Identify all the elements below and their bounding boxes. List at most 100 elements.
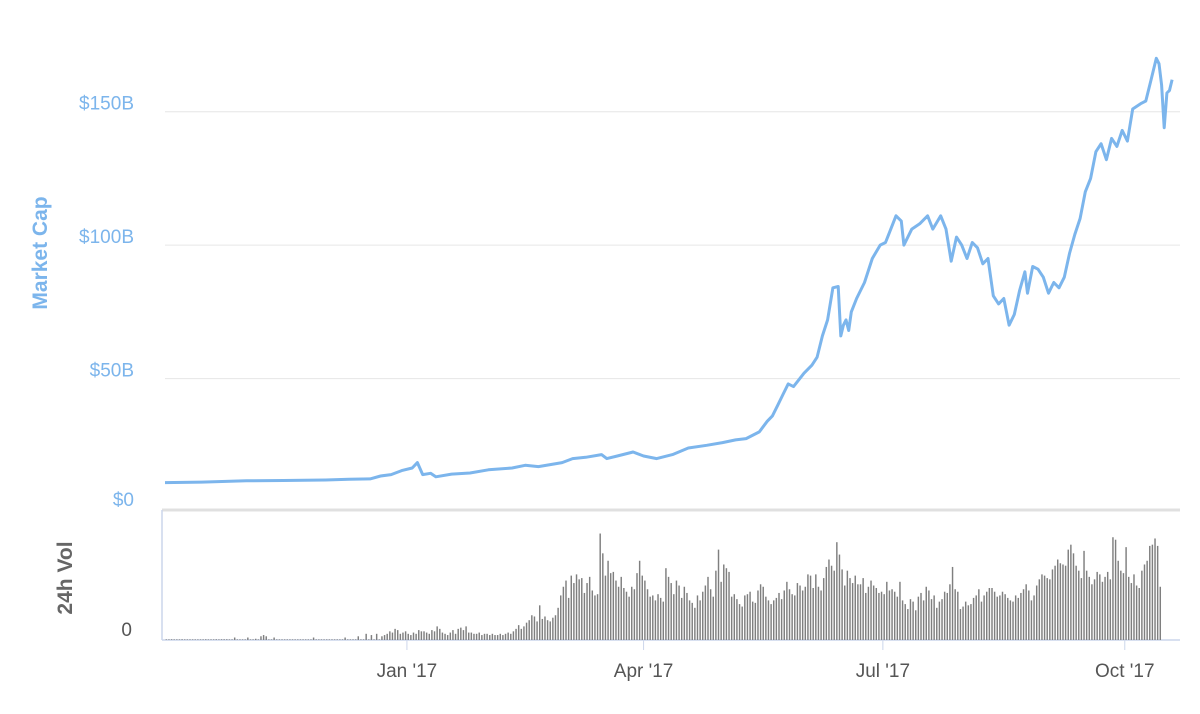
volume-bar[interactable] — [478, 632, 480, 640]
volume-bar[interactable] — [1041, 574, 1043, 640]
volume-bar[interactable] — [1138, 588, 1140, 640]
volume-bar[interactable] — [262, 635, 265, 640]
volume-bar[interactable] — [365, 633, 367, 640]
volume-bar[interactable] — [297, 639, 299, 640]
volume-bar[interactable] — [957, 591, 959, 640]
volume-bar[interactable] — [588, 576, 591, 640]
volume-bar[interactable] — [609, 573, 612, 640]
volume-bar[interactable] — [444, 633, 446, 640]
volume-bar[interactable] — [912, 601, 914, 640]
volume-bar[interactable] — [786, 581, 788, 640]
volume-bar[interactable] — [470, 632, 473, 640]
volume-bar[interactable] — [599, 533, 601, 640]
volume-bar[interactable] — [575, 574, 578, 640]
volume-bar[interactable] — [1133, 574, 1135, 640]
volume-bar[interactable] — [439, 628, 441, 640]
volume-bar[interactable] — [886, 581, 888, 640]
volume-bar[interactable] — [1012, 601, 1014, 640]
volume-bar[interactable] — [184, 639, 186, 640]
volume-bar[interactable] — [933, 595, 935, 640]
series-line-market-cap[interactable] — [164, 56, 1174, 485]
volume-bar[interactable] — [247, 637, 249, 640]
volume-bar[interactable] — [347, 639, 349, 640]
volume-bar[interactable] — [862, 578, 864, 640]
volume-bar[interactable] — [1004, 594, 1006, 640]
volume-bar[interactable] — [1125, 547, 1127, 640]
volume-bar[interactable] — [299, 639, 302, 640]
volume-bar[interactable] — [428, 633, 430, 640]
volume-bar[interactable] — [375, 633, 378, 640]
volume-bar[interactable] — [546, 620, 549, 640]
volume-bar[interactable] — [370, 635, 373, 640]
volume-bar[interactable] — [538, 605, 541, 640]
volume-bar[interactable] — [549, 621, 551, 640]
volume-bar[interactable] — [644, 580, 646, 640]
volume-bar[interactable] — [1038, 579, 1041, 640]
volume-bar[interactable] — [591, 590, 594, 640]
volume-bar[interactable] — [820, 590, 822, 640]
volume-bar[interactable] — [993, 591, 996, 640]
volume-bar[interactable] — [728, 571, 730, 640]
volume-bar[interactable] — [594, 595, 596, 640]
volume-bar[interactable] — [1067, 549, 1069, 640]
volume-bar[interactable] — [552, 617, 554, 640]
volume-bar[interactable] — [360, 639, 362, 640]
volume-bar[interactable] — [402, 632, 404, 640]
volume-bar[interactable] — [636, 573, 638, 640]
volume-bar[interactable] — [712, 596, 714, 640]
volume-bar[interactable] — [502, 635, 504, 640]
volume-bar[interactable] — [528, 620, 530, 640]
volume-bar[interactable] — [291, 639, 294, 640]
volume-bar[interactable] — [368, 639, 370, 640]
volume-bar[interactable] — [199, 639, 202, 640]
volume-bar[interactable] — [1030, 600, 1033, 640]
volume-bar[interactable] — [173, 639, 175, 640]
volume-bar[interactable] — [699, 600, 701, 640]
volume-bar[interactable] — [562, 586, 565, 640]
volume-bar[interactable] — [178, 639, 181, 640]
volume-bar[interactable] — [949, 584, 951, 640]
volume-bar[interactable] — [794, 595, 796, 640]
volume-bar[interactable] — [1062, 564, 1064, 640]
volume-bar[interactable] — [1159, 586, 1162, 640]
volume-bar[interactable] — [1025, 584, 1027, 640]
volume-bar[interactable] — [749, 591, 751, 640]
volume-bar[interactable] — [399, 633, 402, 640]
volume-bar[interactable] — [1033, 595, 1035, 640]
volume-bar[interactable] — [970, 604, 972, 640]
volume-bar[interactable] — [744, 595, 746, 640]
volume-bar[interactable] — [257, 639, 260, 640]
volume-bar[interactable] — [838, 554, 841, 640]
volume-bar[interactable] — [638, 560, 641, 640]
volume-bar[interactable] — [628, 596, 630, 640]
volume-bar[interactable] — [1128, 576, 1130, 640]
volume-bar[interactable] — [1104, 576, 1106, 640]
volume-bar[interactable] — [207, 639, 210, 640]
volume-bar[interactable] — [951, 566, 954, 640]
volume-bar[interactable] — [667, 576, 670, 640]
volume-bar[interactable] — [554, 615, 557, 640]
volume-bar[interactable] — [767, 600, 770, 640]
volume-bar[interactable] — [294, 639, 296, 640]
volume-bar[interactable] — [1099, 574, 1101, 640]
volume-bar[interactable] — [431, 630, 433, 640]
volume-bar[interactable] — [570, 575, 572, 640]
volume-bar[interactable] — [1101, 581, 1104, 640]
volume-bar[interactable] — [320, 639, 323, 640]
volume-bar[interactable] — [578, 579, 580, 640]
volume-bar[interactable] — [181, 639, 183, 640]
volume-bar[interactable] — [481, 635, 483, 640]
volume-bar[interactable] — [436, 626, 438, 640]
volume-bar[interactable] — [389, 631, 391, 640]
volume-bar[interactable] — [415, 633, 417, 640]
volume-bar[interactable] — [244, 639, 246, 640]
volume-bar[interactable] — [996, 596, 998, 640]
volume-bar[interactable] — [202, 639, 204, 640]
volume-bar[interactable] — [407, 633, 409, 640]
volume-bar[interactable] — [596, 594, 599, 640]
volume-bar[interactable] — [410, 635, 412, 640]
volume-bar[interactable] — [825, 566, 828, 640]
volume-bar[interactable] — [883, 594, 885, 640]
volume-bar[interactable] — [1057, 559, 1059, 640]
volume-bar[interactable] — [751, 601, 754, 640]
